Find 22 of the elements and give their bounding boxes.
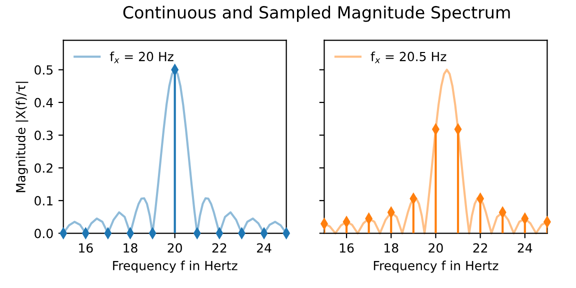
x-tick-label: 24: [256, 243, 272, 252]
x-axis-title: Frequency f in Hertz: [113, 260, 238, 273]
x-tick-label: 22: [212, 243, 226, 252]
x-tick-label: 18: [124, 243, 138, 253]
chart-title: Continuous and Sampled Magnitude Spectrum: [123, 6, 510, 22]
x-tick-label: 16: [79, 243, 93, 253]
y-tick-label: 0.0: [34, 228, 53, 238]
x-tick-label: 20: [428, 243, 443, 253]
x-tick-label: 16: [340, 243, 354, 253]
legend-label: f$_{x}$ = 20.5 Hz: [370, 52, 446, 64]
y-tick-label: 0.5: [34, 65, 53, 75]
y-axis-title: Magnitude |X(f)/τ|: [16, 82, 28, 192]
y-tick-label: 0.2: [34, 163, 52, 173]
x-tick-label: 18: [384, 243, 398, 253]
y-tick-label: 0.3: [34, 130, 53, 140]
x-tick-label: 24: [518, 243, 532, 252]
x-tick-label: 22: [473, 243, 488, 252]
y-tick-label: 0.4: [34, 98, 53, 108]
x-axis-title: Frequency f in Hertz: [374, 260, 498, 273]
y-tick-label: 0.1: [34, 196, 52, 206]
legend-label: f$_{x}$ = 20 Hz: [110, 52, 174, 64]
x-tick-label: 20: [168, 243, 182, 253]
